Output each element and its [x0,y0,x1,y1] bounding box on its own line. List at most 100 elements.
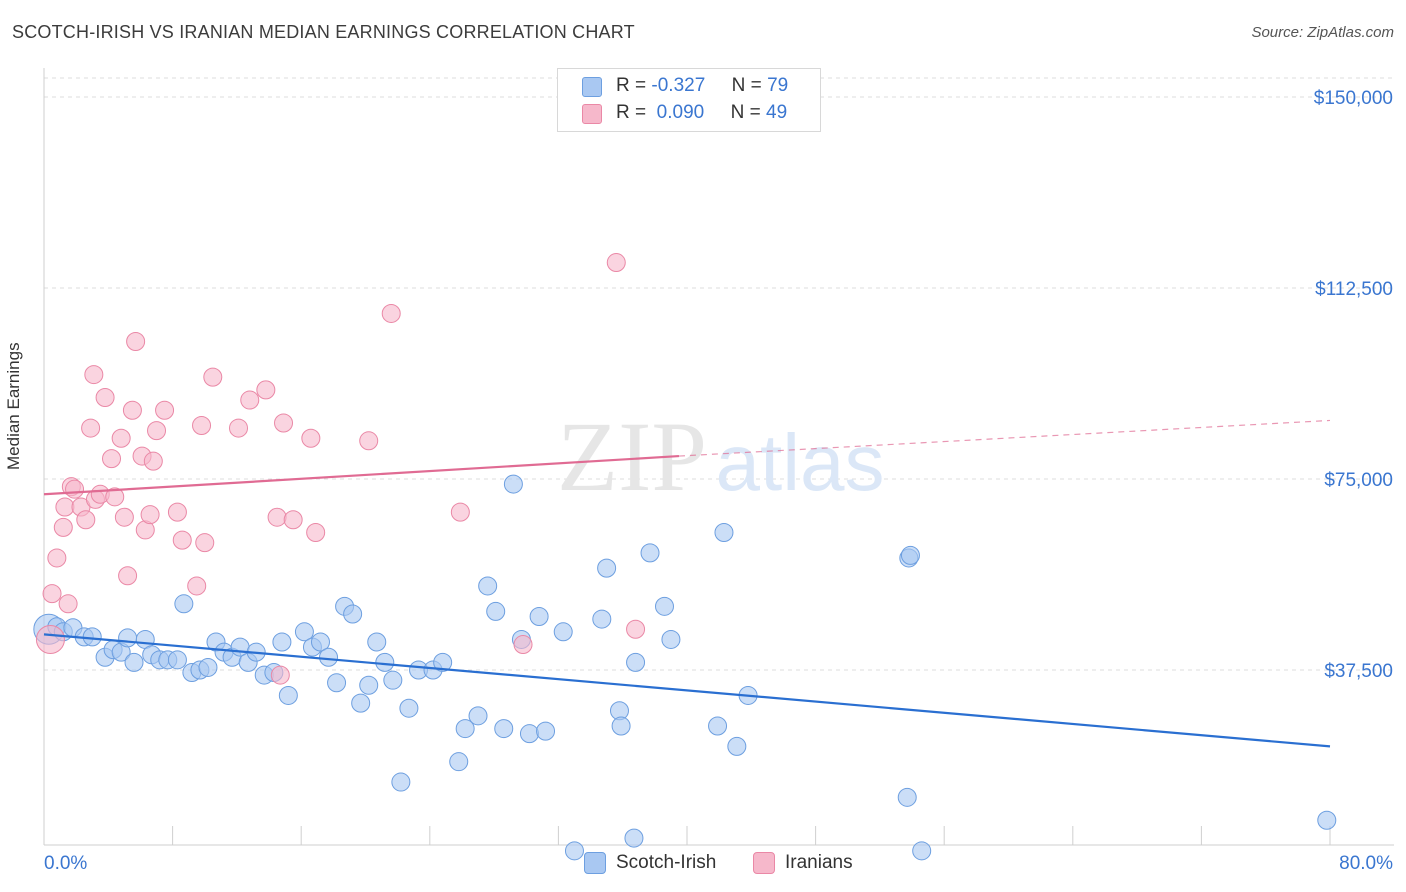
iranians-point [626,619,646,639]
iranians-point [114,507,134,527]
scotch-irish-point [375,652,395,672]
iranians-point [606,253,626,273]
scotch-irish-point [1317,810,1337,830]
iranians-point [359,431,379,451]
iranians-point [126,331,146,351]
legend-n-value: 49 [766,102,788,123]
bottom-legend-swatch-iranians [753,852,775,874]
scotch-irish-point [343,604,363,624]
iranians-point [42,584,62,604]
iranians-point [240,390,260,410]
legend-r-value: 0.090 [656,102,705,123]
iranians-point [111,428,131,448]
iranians-point [47,548,67,568]
iranians-point [105,487,125,507]
scotch-irish-point [272,632,292,652]
scotch-irish-point [319,647,339,667]
iranians-point [35,624,65,654]
scotch-irish-point [900,545,920,565]
iranians-point [256,380,276,400]
scotch-irish-point [592,609,612,629]
y-tick-label: $37,500 [1324,661,1393,682]
scotch-irish-point [124,652,144,672]
scotch-irish-point [626,652,646,672]
legend-swatch-iranians [582,104,602,124]
bottom-legend-label: Iranians [785,852,853,873]
bottom-legend-swatch-scotch-irish [584,852,606,874]
scotch-irish-point [536,721,556,741]
iranians-point [195,533,215,553]
iranians-point [147,421,167,441]
iranians-point [229,418,249,438]
iranians-point [155,400,175,420]
y-tick-label: $75,000 [1324,470,1393,491]
scotch-irish-point [294,622,314,642]
scotch-irish-point [714,522,734,542]
scotch-irish-point [351,693,371,713]
y-tick-label: $112,500 [1315,279,1393,300]
source-label: Source: ZipAtlas.com [1251,24,1394,41]
iranians-point [76,510,96,530]
iranians-point [172,530,192,550]
iranians-point [58,594,78,614]
legend-n-label: N = [730,102,761,123]
iranians-point [81,418,101,438]
scotch-irish-point [640,543,660,563]
x-tick-label: 80.0% [1339,853,1393,874]
iranians-point [118,566,138,586]
legend-n-value: 79 [767,75,789,96]
scotch-irish-point [198,657,218,677]
iranians-point [381,303,401,323]
correlation-legend: R = -0.327 N = 79 R = 0.090 N = 49 [557,68,821,132]
legend-r-label: R = [616,75,647,96]
legend-r-label: R = [616,102,647,123]
watermark-atlas: atlas [716,418,885,507]
scotch-irish-point [82,627,102,647]
scotch-irish-point [367,632,387,652]
scotch-irish-point [383,670,403,690]
iranians-point [192,416,212,436]
iranians-trend-line [43,454,680,496]
scotch-irish-point [519,724,539,744]
scotch-irish-point [897,787,917,807]
legend-n-label: N = [731,75,762,96]
scotch-irish-point [624,828,644,848]
scotch-irish-point [494,719,514,739]
scotch-irish-point [654,596,674,616]
y-tick-label: $150,000 [1314,88,1393,109]
scotch-irish-point [455,719,475,739]
scotch-irish-point [174,594,194,614]
scotch-irish-point [503,474,523,494]
scotch-irish-point [912,841,932,861]
iranians-point [306,522,326,542]
scotch-irish-trend-line [43,633,1331,748]
iranians-trend-line-extension [678,419,1331,457]
iranians-point [450,502,470,522]
bottom-legend-label: Scotch-Irish [616,852,717,873]
scotch-irish-point [399,698,419,718]
scotch-irish-point [118,628,138,648]
iranians-point [267,507,287,527]
iranians-point [102,449,122,469]
iranians-point [513,635,533,655]
iranians-point [283,510,303,530]
iranians-point [95,388,115,408]
iranians-point [140,505,160,525]
scotch-irish-point [727,736,747,756]
scotch-irish-point [433,652,453,672]
scotch-irish-point [359,675,379,695]
legend-swatch-scotch-irish [582,77,602,97]
iranians-point [203,367,223,387]
watermark-zip: ZIP [557,401,707,512]
scotch-irish-point [611,716,631,736]
iranians-point [122,400,142,420]
iranians-point [55,497,75,517]
scotch-irish-point [597,558,617,578]
scotch-irish-point [468,706,488,726]
scotch-irish-point [449,752,469,772]
iranians-point [274,413,294,433]
scotch-irish-point [278,685,298,705]
x-tick-label: 0.0% [44,853,87,874]
scotch-irish-point [478,576,498,596]
